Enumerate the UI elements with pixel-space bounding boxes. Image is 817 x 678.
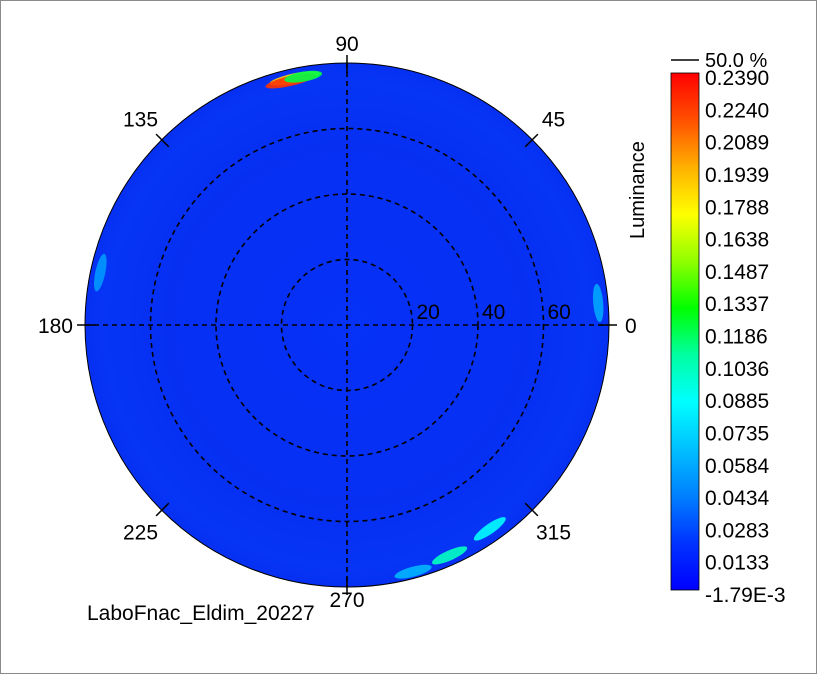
colorbar-tick-label: -1.79E-3 bbox=[705, 584, 786, 607]
colorbar: 50.0 % Luminance 0.2390 0.2240 0.2089 0.193… bbox=[627, 50, 786, 607]
colorbar-tick-label: 0.0283 bbox=[705, 519, 769, 542]
angle-label-180: 180 bbox=[38, 315, 73, 338]
radial-tick-label-20: 20 bbox=[417, 301, 440, 324]
colorbar-tick-label: 0.0735 bbox=[705, 422, 769, 445]
hotspot bbox=[473, 517, 506, 541]
colorbar-tick-label: 0.0434 bbox=[705, 487, 770, 510]
colorbar-tick-labels: 0.2390 0.2240 0.2089 0.1939 0.1788 0.1638 0.14… bbox=[705, 67, 786, 607]
colorbar-tick-label: 0.1337 bbox=[705, 293, 769, 316]
polar-grid bbox=[77, 55, 617, 595]
angle-labels: 0 45 90 135 180 225 270 315 bbox=[38, 33, 637, 612]
colorbar-tick-label: 0.1638 bbox=[705, 229, 769, 252]
angle-label-270: 270 bbox=[329, 589, 364, 612]
colorbar-tick-label: 0.1788 bbox=[705, 196, 769, 219]
radial-tick-label-60: 60 bbox=[548, 301, 571, 324]
angle-label-225: 225 bbox=[123, 522, 158, 545]
colorbar-tick-label: 0.2240 bbox=[705, 99, 769, 122]
hotspot bbox=[394, 564, 432, 579]
hotspot bbox=[284, 70, 323, 83]
angle-label-315: 315 bbox=[536, 522, 571, 545]
colorbar-tick-label: 0.2089 bbox=[705, 132, 769, 155]
grid-circle bbox=[149, 127, 545, 523]
angle-tick bbox=[155, 133, 170, 148]
colorbar-tick-label: 0.1939 bbox=[705, 164, 769, 187]
angle-tick bbox=[524, 502, 539, 517]
colorbar-tick-label: 0.1487 bbox=[705, 261, 769, 284]
colorbar-top-label: 50.0 % bbox=[705, 50, 767, 72]
angle-label-90: 90 bbox=[335, 33, 358, 56]
angle-label-0: 0 bbox=[625, 315, 637, 338]
angle-label-135: 135 bbox=[123, 109, 158, 132]
colorbar-tick-label: 0.1036 bbox=[705, 358, 769, 381]
colorbar-tick-label: 0.2390 bbox=[705, 67, 769, 90]
colorbar-title: Luminance bbox=[627, 141, 649, 239]
angle-label-45: 45 bbox=[542, 109, 565, 132]
hotspot bbox=[592, 283, 604, 323]
colorbar-tick-label: 0.0584 bbox=[705, 455, 770, 478]
radial-tick-label-40: 40 bbox=[482, 301, 505, 324]
colorbar-gradient bbox=[670, 72, 700, 591]
hotspot-layer bbox=[93, 70, 604, 579]
footer-label: LaboFnac_Eldim_20227 bbox=[87, 602, 315, 625]
angle-tick bbox=[155, 502, 170, 517]
colorbar-tick-label: 0.0133 bbox=[705, 552, 769, 575]
colorbar-tick-label: 0.0885 bbox=[705, 390, 769, 413]
grid-circle bbox=[215, 193, 479, 457]
hotspot bbox=[93, 253, 107, 292]
angle-tick bbox=[524, 133, 539, 148]
radial-tick-labels: 20 40 60 bbox=[417, 301, 571, 324]
hotspot bbox=[431, 546, 468, 565]
colorbar-tick-label: 0.1186 bbox=[705, 326, 768, 349]
